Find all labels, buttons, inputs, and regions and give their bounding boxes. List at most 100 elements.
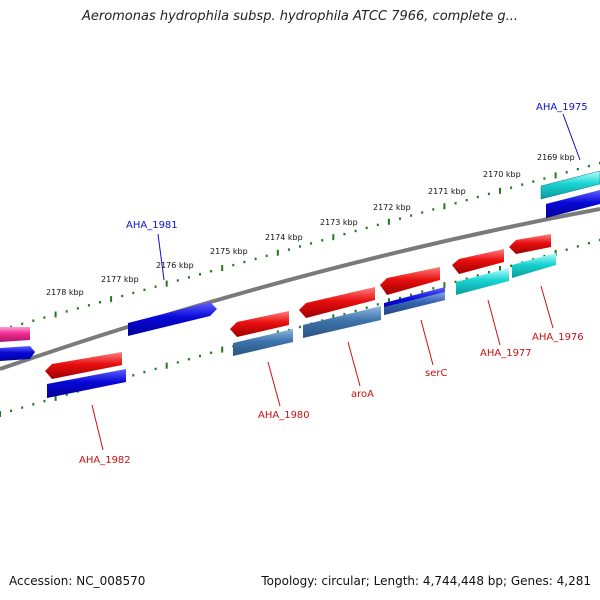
accession-text: Accession: NC_008570 — [9, 574, 146, 588]
inner-tick-mark — [465, 277, 468, 280]
outer-tick-mark — [187, 276, 190, 279]
outer-tick-mark — [376, 223, 379, 227]
gene-aroA[interactable] — [299, 287, 381, 338]
outer-tick-mark — [576, 168, 579, 171]
outer-tick-mark — [110, 296, 113, 303]
inner-tick-mark — [365, 306, 368, 309]
gene-serC[interactable] — [380, 267, 445, 315]
inner-tick-mark — [132, 374, 135, 377]
inner-tick-mark — [487, 271, 490, 274]
inner-tick-mark — [299, 325, 301, 329]
outer-tick-mark — [254, 257, 257, 261]
inner-tick-rail — [0, 238, 600, 417]
outer-tick-mark — [299, 245, 301, 248]
outer-tick-mark — [54, 311, 57, 318]
outer-tick-mark — [232, 263, 235, 267]
outer-tick-mark — [21, 322, 24, 325]
tick-label-2176: 2176 kbp — [156, 261, 194, 270]
inner-tick-mark — [199, 354, 201, 358]
inner-tick-mark — [32, 403, 35, 406]
outer-tick-mark — [587, 164, 590, 168]
outer-tick-mark — [154, 285, 157, 288]
inner-tick-mark — [354, 309, 357, 313]
outer-tick-mark — [499, 187, 501, 194]
kbp-tick-labels: 2169 kbp 2170 kbp 2171 kbp 2172 kbp 2173… — [46, 153, 575, 297]
outer-tick-mark — [343, 232, 346, 236]
gene-label-AHA_1977: AHA_1977 — [480, 348, 532, 359]
outer-tick-mark — [132, 291, 135, 295]
outer-tick-mark — [210, 270, 213, 273]
inner-tick-mark — [554, 249, 557, 256]
outer-tick-rail — [0, 161, 600, 333]
outer-tick-mark — [521, 183, 524, 186]
outer-tick-mark — [532, 180, 535, 183]
outer-tick-mark — [410, 214, 413, 217]
outer-tick-mark — [465, 198, 468, 202]
reverse-strand-features — [45, 234, 556, 398]
map-title: Aeromonas hydrophila subsp. hydrophila A… — [81, 9, 519, 24]
inner-tick-mark — [0, 411, 1, 417]
inner-tick-mark — [65, 393, 68, 396]
inner-tick-mark — [576, 245, 579, 248]
gene-label-serC: serC — [425, 368, 447, 379]
genome-backbone — [0, 207, 600, 371]
tick-label-2175: 2175 kbp — [210, 247, 248, 256]
inner-tick-mark — [543, 254, 546, 258]
gene-AHA_1982[interactable] — [45, 352, 126, 398]
outer-tick-mark — [554, 172, 557, 179]
outer-tick-mark — [310, 242, 313, 245]
outer-tick-mark — [265, 254, 268, 257]
inner-tick-mark — [176, 361, 179, 364]
outer-tick-mark — [165, 280, 168, 287]
outer-tick-mark — [399, 217, 401, 220]
outer-tick-mark — [99, 301, 101, 304]
inner-tick-mark — [10, 409, 13, 412]
forward-strand-features — [0, 170, 600, 361]
gene-AHA_1975[interactable] — [540, 170, 600, 218]
inner-tick-mark — [43, 399, 46, 403]
inner-tick-mark — [187, 358, 190, 361]
outer-tick-mark — [43, 316, 46, 319]
tick-label-2172: 2172 kbp — [373, 203, 411, 212]
inner-tick-mark — [510, 264, 513, 267]
outer-tick-mark — [332, 234, 335, 241]
tick-label-2169: 2169 kbp — [537, 153, 575, 162]
inner-tick-mark — [399, 296, 401, 300]
outer-tick-mark — [510, 186, 513, 189]
gene-label-AHA_1982: AHA_1982 — [79, 455, 131, 466]
inner-tick-mark — [165, 362, 168, 369]
gene-label-AHA_1981: AHA_1981 — [126, 220, 178, 231]
inner-tick-mark — [221, 346, 224, 353]
inner-tick-mark — [332, 314, 335, 321]
gene-left-edge-forward[interactable] — [0, 327, 35, 361]
gene-label-AHA_1975: AHA_1975 — [536, 102, 588, 113]
inner-tick-mark — [410, 293, 413, 296]
outer-tick-mark — [221, 265, 224, 272]
outer-tick-mark — [443, 203, 446, 210]
inner-tick-mark — [587, 242, 590, 245]
genome-stats-text: Topology: circular; Length: 4,744,448 bp… — [261, 574, 591, 588]
gene-AHA_1980[interactable] — [230, 311, 293, 356]
outer-tick-mark — [143, 288, 146, 291]
outer-tick-mark — [476, 195, 479, 199]
inner-tick-mark — [143, 370, 146, 374]
inner-tick-mark — [376, 303, 379, 306]
inner-tick-mark — [443, 282, 446, 289]
outer-tick-mark — [565, 171, 568, 174]
gene-AHA_1976[interactable] — [509, 234, 556, 278]
outer-tick-mark — [87, 304, 90, 307]
outer-tick-mark — [365, 226, 368, 230]
outer-tick-mark — [121, 294, 124, 298]
gene-AHA_1981[interactable] — [128, 302, 217, 336]
tick-label-2173: 2173 kbp — [320, 218, 358, 227]
inner-tick-mark — [21, 406, 24, 409]
gene-AHA_1977[interactable] — [452, 249, 509, 295]
outer-tick-mark — [287, 248, 290, 251]
outer-tick-mark — [432, 208, 435, 211]
tick-label-2177: 2177 kbp — [101, 275, 139, 284]
outer-tick-mark — [10, 325, 13, 329]
inner-tick-mark — [565, 248, 568, 251]
outer-tick-mark — [387, 218, 390, 225]
tick-label-2171: 2171 kbp — [428, 187, 466, 196]
